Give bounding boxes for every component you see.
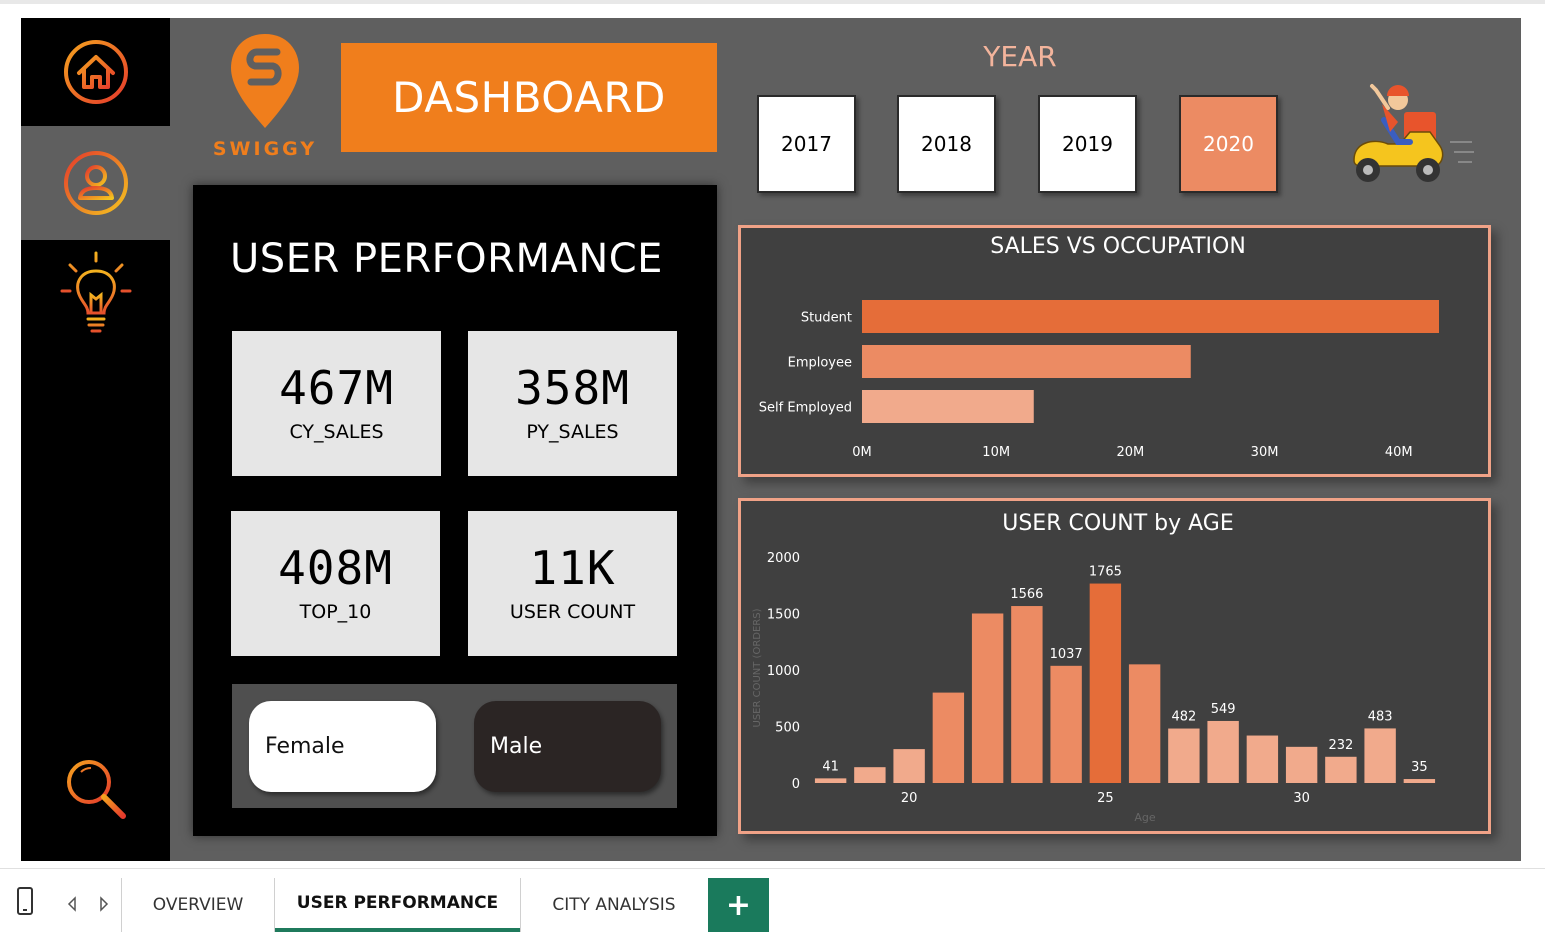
sidebar-item-search[interactable] [21, 735, 170, 843]
tab-separator [520, 878, 521, 932]
age-bar [1364, 728, 1396, 783]
occupation-category-label: Student [801, 311, 852, 326]
age-bar [814, 778, 847, 783]
dashboard-title: DASHBOARD [341, 43, 717, 152]
kpi-py-sales: 358M PY_SALES [468, 331, 677, 476]
kpi-value: 11K [529, 540, 616, 595]
year-button-2018[interactable]: 2018 [897, 95, 996, 193]
age-data-label: 1037 [1050, 647, 1083, 662]
gender-button-male[interactable]: Male [474, 701, 661, 792]
age-data-label: 41 [822, 759, 839, 774]
mobile-layout-icon[interactable] [16, 886, 34, 916]
x-tick-label: 0M [852, 445, 872, 460]
occupation-bar [862, 390, 1034, 423]
x-tick-label: 10M [982, 445, 1010, 460]
x-tick-label: 25 [1097, 791, 1114, 806]
age-bar [1325, 756, 1357, 783]
gender-button-female[interactable]: Female [249, 701, 436, 792]
kpi-value: 358M [515, 360, 630, 415]
sidebar-item-home[interactable] [21, 18, 170, 126]
age-bar [854, 767, 886, 783]
year-button-2017[interactable]: 2017 [757, 95, 856, 193]
kpi-label: TOP_10 [299, 600, 372, 623]
tab-separator [274, 878, 275, 932]
x-tick-label: 30 [1293, 791, 1310, 806]
age-data-label: 232 [1328, 738, 1353, 753]
previous-page-icon[interactable] [66, 896, 78, 912]
kpi-cy-sales: 467M CY_SALES [232, 331, 441, 476]
search-icon [66, 760, 126, 819]
age-bar [1246, 735, 1279, 783]
age-bar [932, 692, 965, 783]
kpi-value: 467M [279, 360, 394, 415]
age-data-label: 1765 [1089, 565, 1122, 580]
age-bar [971, 613, 1004, 783]
age-data-label: 482 [1171, 710, 1196, 725]
page-tab-bar [0, 868, 1545, 936]
top-strip [0, 0, 1545, 4]
age-bar [1050, 665, 1082, 783]
y-tick-label: 2000 [767, 551, 800, 566]
occupation-bar [862, 300, 1439, 333]
kpi-label: PY_SALES [526, 420, 619, 443]
swiggy-logo [205, 30, 325, 160]
tab-overview[interactable]: OVERVIEW [152, 895, 244, 915]
age-data-label: 35 [1411, 760, 1428, 775]
kpi-label: CY_SALES [289, 420, 384, 443]
tab-city-analysis[interactable]: CITY ANALYSIS [552, 895, 676, 915]
user-performance-title: USER PERFORMANCE [230, 236, 663, 282]
sales-vs-occupation-title: SALES VS OCCUPATION [990, 234, 1246, 259]
x-tick-label: 40M [1385, 445, 1413, 460]
age-bar [1285, 746, 1318, 783]
occupation-category-label: Self Employed [759, 401, 852, 416]
y-axis-label: USER COUNT (ORDERS) [752, 608, 763, 727]
age-data-label: 549 [1211, 702, 1236, 717]
year-filter-label: YEAR [983, 40, 1057, 73]
home-icon [63, 40, 128, 104]
y-tick-label: 500 [775, 721, 800, 736]
kpi-label: USER COUNT [509, 600, 636, 623]
age-bar [1403, 779, 1436, 783]
bulb-icon [60, 251, 131, 333]
add-page-button[interactable]: + [708, 878, 769, 932]
x-tick-label: 20M [1116, 445, 1144, 460]
age-bar [1011, 606, 1043, 783]
age-bar [893, 749, 925, 783]
age-bar [1168, 728, 1200, 783]
sales-vs-occupation-chart: Student Employee Self Employed 0M 10M 20M 30M 4… [759, 300, 1439, 460]
age-data-label: 1566 [1010, 587, 1043, 602]
y-tick-label: 1000 [767, 664, 800, 679]
kpi-value: 408M [278, 540, 393, 595]
user-icon [63, 151, 128, 215]
tab-separator [121, 878, 122, 932]
year-button-2020[interactable]: 2020 [1179, 95, 1278, 193]
next-page-icon[interactable] [98, 896, 110, 912]
y-tick-label: 1500 [767, 608, 800, 623]
x-tick-label: 20 [901, 791, 918, 806]
age-bar [1089, 583, 1122, 783]
y-tick-label: 0 [792, 777, 800, 792]
occupation-category-label: Employee [788, 356, 852, 371]
x-tick-label: 30M [1251, 445, 1279, 460]
tab-user-performance[interactable]: USER PERFORMANCE [275, 878, 520, 932]
kpi-user-count: 11K USER COUNT [468, 511, 677, 656]
age-bar [1207, 720, 1239, 783]
year-button-2019[interactable]: 2019 [1038, 95, 1137, 193]
user-count-by-age-title: USER COUNT by AGE [1002, 511, 1234, 536]
sidebar-item-user[interactable] [21, 126, 170, 240]
x-axis-label: Age [1134, 811, 1156, 824]
logo-text: SWIGGY [212, 138, 318, 160]
kpi-top-10: 408M TOP_10 [231, 511, 440, 656]
sidebar-item-insights[interactable] [21, 240, 170, 348]
occupation-bar [862, 345, 1191, 378]
delivery-scooter-illustration [1340, 82, 1480, 190]
age-data-label: 483 [1368, 709, 1393, 724]
age-bar [1128, 664, 1161, 783]
user-count-by-age-chart: 41 1566 1037 1765 482 549 232 483 35 0 500 1000 1500… [752, 551, 1436, 824]
